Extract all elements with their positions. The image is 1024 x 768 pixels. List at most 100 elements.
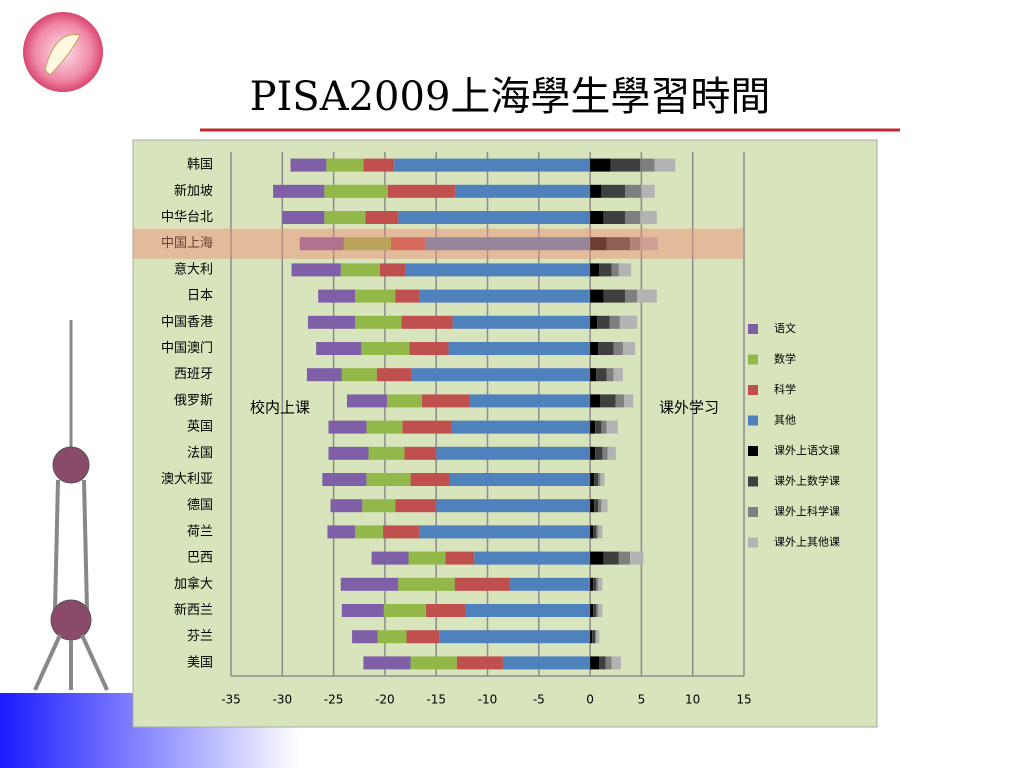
category-label: 中华台北 [161, 210, 213, 225]
bar-segment [593, 577, 597, 591]
bar-segment [590, 342, 599, 355]
x-tick-label: -20 [375, 693, 395, 707]
bar-segment [405, 263, 591, 277]
bar-segment [273, 184, 325, 198]
bar-segment [590, 604, 594, 617]
bar-segment [452, 315, 591, 329]
category-label: 巴西 [187, 551, 213, 566]
bar-segment [609, 315, 620, 329]
bar-segment [624, 289, 638, 303]
bar-segment [361, 342, 410, 355]
bar-segment [599, 656, 606, 670]
legend-label: 课外上其他课 [774, 536, 840, 549]
bar-segment [637, 289, 657, 303]
legend-label: 其他 [774, 414, 796, 427]
category-label: 加拿大 [174, 576, 213, 592]
bar-segment [439, 630, 591, 644]
legend-swatch [748, 354, 758, 365]
bar-segment [379, 263, 406, 277]
category-label: 荷兰 [187, 524, 213, 539]
bar-segment [590, 656, 600, 670]
bar-segment [401, 315, 453, 329]
bar-segment [456, 656, 503, 670]
bar-segment [341, 604, 384, 617]
category-label: 新西兰 [174, 602, 213, 618]
bar-segment [613, 342, 623, 355]
bar-segment [599, 263, 612, 277]
bar-segment [590, 158, 611, 172]
bar-segment [318, 289, 356, 303]
bar-segment [290, 158, 327, 172]
bar-segment [316, 342, 362, 355]
bar-segment [590, 237, 607, 251]
bar-segment [598, 473, 601, 486]
bar-segment [618, 263, 632, 277]
x-tick-label: -35 [221, 693, 241, 707]
bar-segment [406, 630, 440, 644]
bar-segment [595, 446, 603, 460]
bar-segment [595, 420, 602, 434]
bar-segment [596, 525, 599, 539]
bar-segment [590, 446, 596, 460]
bar-segment [598, 525, 603, 539]
bar-segment [419, 525, 591, 539]
bar-segment [600, 394, 616, 408]
bar-segment [355, 315, 402, 329]
bar-segment [355, 289, 396, 303]
category-label: 日本 [187, 289, 213, 304]
bar-segment [409, 342, 449, 355]
legend-label: 课外上语文课 [774, 443, 840, 457]
bar-segment [618, 551, 631, 565]
bar-segment [382, 525, 420, 539]
x-tick-label: -10 [478, 693, 498, 707]
bar-segment [326, 158, 364, 172]
bar-segment [346, 394, 387, 408]
bar-segment [449, 473, 591, 486]
bar-segment [590, 630, 593, 644]
bar-segment [590, 420, 596, 434]
bar-segment [424, 237, 591, 251]
bar-segment [368, 446, 405, 460]
bar-segment [366, 473, 411, 486]
bar-segment [630, 237, 641, 251]
bar-segment [343, 237, 392, 251]
x-tick-label: 15 [736, 693, 751, 707]
bar-segment [590, 577, 594, 591]
bar-segment [362, 499, 396, 513]
bar-segment [654, 158, 676, 172]
bar-segment [324, 211, 366, 224]
bar-segment [299, 237, 344, 251]
legend-label: 语文 [774, 321, 796, 335]
bar-segment [383, 604, 426, 617]
bar-segment [594, 473, 599, 486]
bar-segment [394, 158, 591, 172]
bar-segment [611, 656, 621, 670]
bar-segment [366, 420, 403, 434]
bar-segment [590, 211, 604, 224]
bar-segment [606, 237, 631, 251]
category-label: 中国澳门 [161, 340, 213, 356]
bar-segment [341, 368, 377, 382]
bar-segment [322, 473, 367, 486]
bar-segment [391, 237, 425, 251]
bar-segment [590, 499, 595, 513]
bar-segment [596, 604, 599, 617]
bar-segment [593, 604, 597, 617]
bar-segment [590, 368, 597, 382]
bar-segment [340, 577, 399, 591]
category-label: 芬兰 [187, 629, 213, 644]
bar-segment [590, 551, 604, 565]
x-tick-label: 10 [685, 693, 700, 707]
legend-label: 课外上数学课 [774, 474, 840, 488]
bar-segment [603, 289, 625, 303]
x-tick-label: -30 [272, 693, 292, 707]
bar-segment [502, 656, 591, 670]
bar-segment [598, 342, 614, 355]
bar-segment [455, 184, 591, 198]
bar-segment [363, 656, 411, 670]
bar-segment [590, 263, 600, 277]
slide-title: PISA2009上海學生學習時間 [250, 74, 771, 120]
category-label: 韩国 [187, 158, 213, 173]
bar-segment [402, 420, 452, 434]
bar-segment [611, 263, 619, 277]
